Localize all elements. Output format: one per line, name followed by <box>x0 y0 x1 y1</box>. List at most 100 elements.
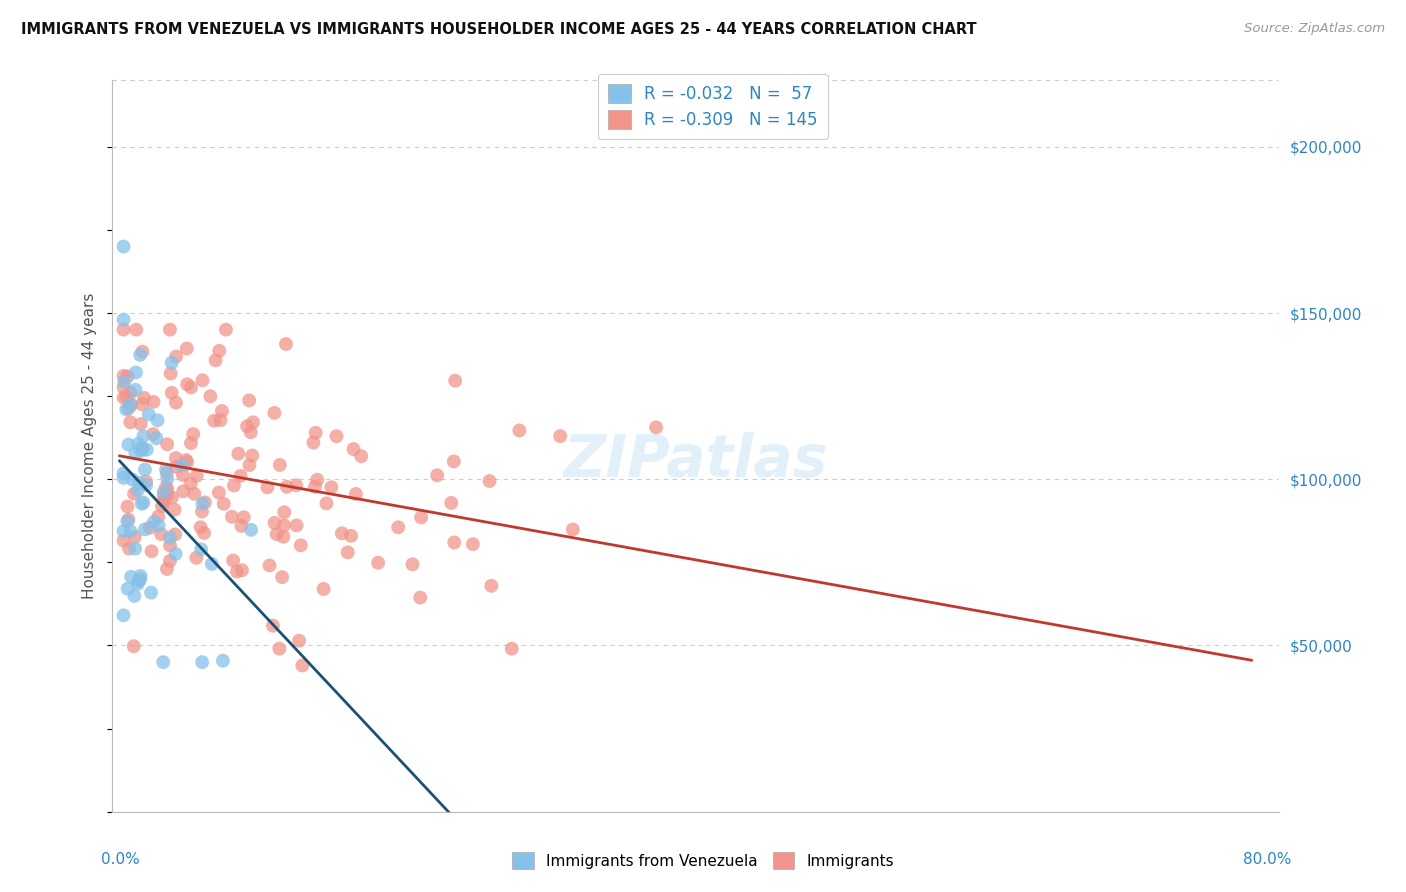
Text: 80.0%: 80.0% <box>1243 852 1291 867</box>
Point <box>152 484 174 499</box>
Point <box>285 478 308 492</box>
Point <box>112 391 135 405</box>
Point <box>290 538 312 552</box>
Point <box>307 473 329 487</box>
Point <box>165 460 187 475</box>
Point <box>183 487 205 501</box>
Point <box>440 496 463 510</box>
Point <box>112 368 135 383</box>
Point <box>242 415 264 429</box>
Point <box>276 480 298 494</box>
Point <box>112 323 135 337</box>
Point <box>443 535 465 549</box>
Legend: R = -0.032   N =  57, R = -0.309   N = 145: R = -0.032 N = 57, R = -0.309 N = 145 <box>598 74 828 139</box>
Point <box>124 530 146 544</box>
Point <box>122 487 145 501</box>
Point <box>181 427 204 442</box>
Point <box>112 239 135 253</box>
Point <box>274 337 297 351</box>
Point <box>117 512 139 526</box>
Point <box>159 531 181 545</box>
Point <box>156 488 179 502</box>
Point <box>180 476 202 491</box>
Point <box>129 569 152 583</box>
Point <box>124 589 146 603</box>
Point <box>461 537 484 551</box>
Point <box>134 522 156 536</box>
Point <box>342 442 364 456</box>
Point <box>117 369 139 384</box>
Point <box>159 367 181 381</box>
Point <box>204 353 226 368</box>
Point <box>409 591 432 605</box>
Point <box>112 533 135 548</box>
Point <box>201 557 224 571</box>
Point <box>132 429 155 443</box>
Point <box>117 582 139 596</box>
Point <box>208 343 231 358</box>
Point <box>115 390 138 404</box>
Point <box>124 446 146 460</box>
Point <box>221 509 243 524</box>
Point <box>350 449 373 463</box>
Point <box>305 425 328 440</box>
Point <box>411 510 433 524</box>
Point <box>288 633 311 648</box>
Point <box>479 579 502 593</box>
Point <box>262 618 284 632</box>
Point <box>156 437 179 451</box>
Point <box>238 393 260 408</box>
Point <box>165 547 187 561</box>
Point <box>112 471 135 485</box>
Point <box>208 485 231 500</box>
Point <box>141 544 163 558</box>
Point <box>186 550 208 565</box>
Point <box>176 342 198 356</box>
Point <box>508 424 530 438</box>
Point <box>180 436 202 450</box>
Point <box>131 344 153 359</box>
Point <box>340 529 363 543</box>
Point <box>142 394 165 409</box>
Point <box>125 323 148 337</box>
Point <box>367 556 389 570</box>
Point <box>153 494 176 508</box>
Point <box>127 437 149 451</box>
Point <box>127 576 149 591</box>
Point <box>156 472 179 486</box>
Point <box>240 449 263 463</box>
Point <box>112 312 135 326</box>
Point <box>152 488 174 502</box>
Point <box>120 524 142 539</box>
Point <box>190 542 212 557</box>
Text: ZIPatlas: ZIPatlas <box>564 432 828 489</box>
Point <box>228 447 250 461</box>
Point <box>501 641 523 656</box>
Point <box>159 538 181 552</box>
Point <box>344 487 367 501</box>
Point <box>142 427 165 442</box>
Point <box>145 431 167 445</box>
Point <box>132 495 155 509</box>
Point <box>321 480 343 494</box>
Point <box>112 467 135 481</box>
Point <box>426 468 449 483</box>
Point <box>148 509 170 524</box>
Point <box>285 518 308 533</box>
Point <box>401 558 423 572</box>
Point <box>128 475 150 490</box>
Point <box>330 526 353 541</box>
Point <box>155 480 177 494</box>
Text: Source: ZipAtlas.com: Source: ZipAtlas.com <box>1244 22 1385 36</box>
Point <box>163 502 186 516</box>
Point <box>239 425 262 440</box>
Point <box>194 495 217 509</box>
Point <box>129 417 152 431</box>
Point <box>212 654 235 668</box>
Point <box>139 585 162 599</box>
Point <box>256 480 278 494</box>
Point <box>156 467 179 481</box>
Point <box>336 545 359 559</box>
Point <box>191 373 214 387</box>
Point <box>135 478 157 492</box>
